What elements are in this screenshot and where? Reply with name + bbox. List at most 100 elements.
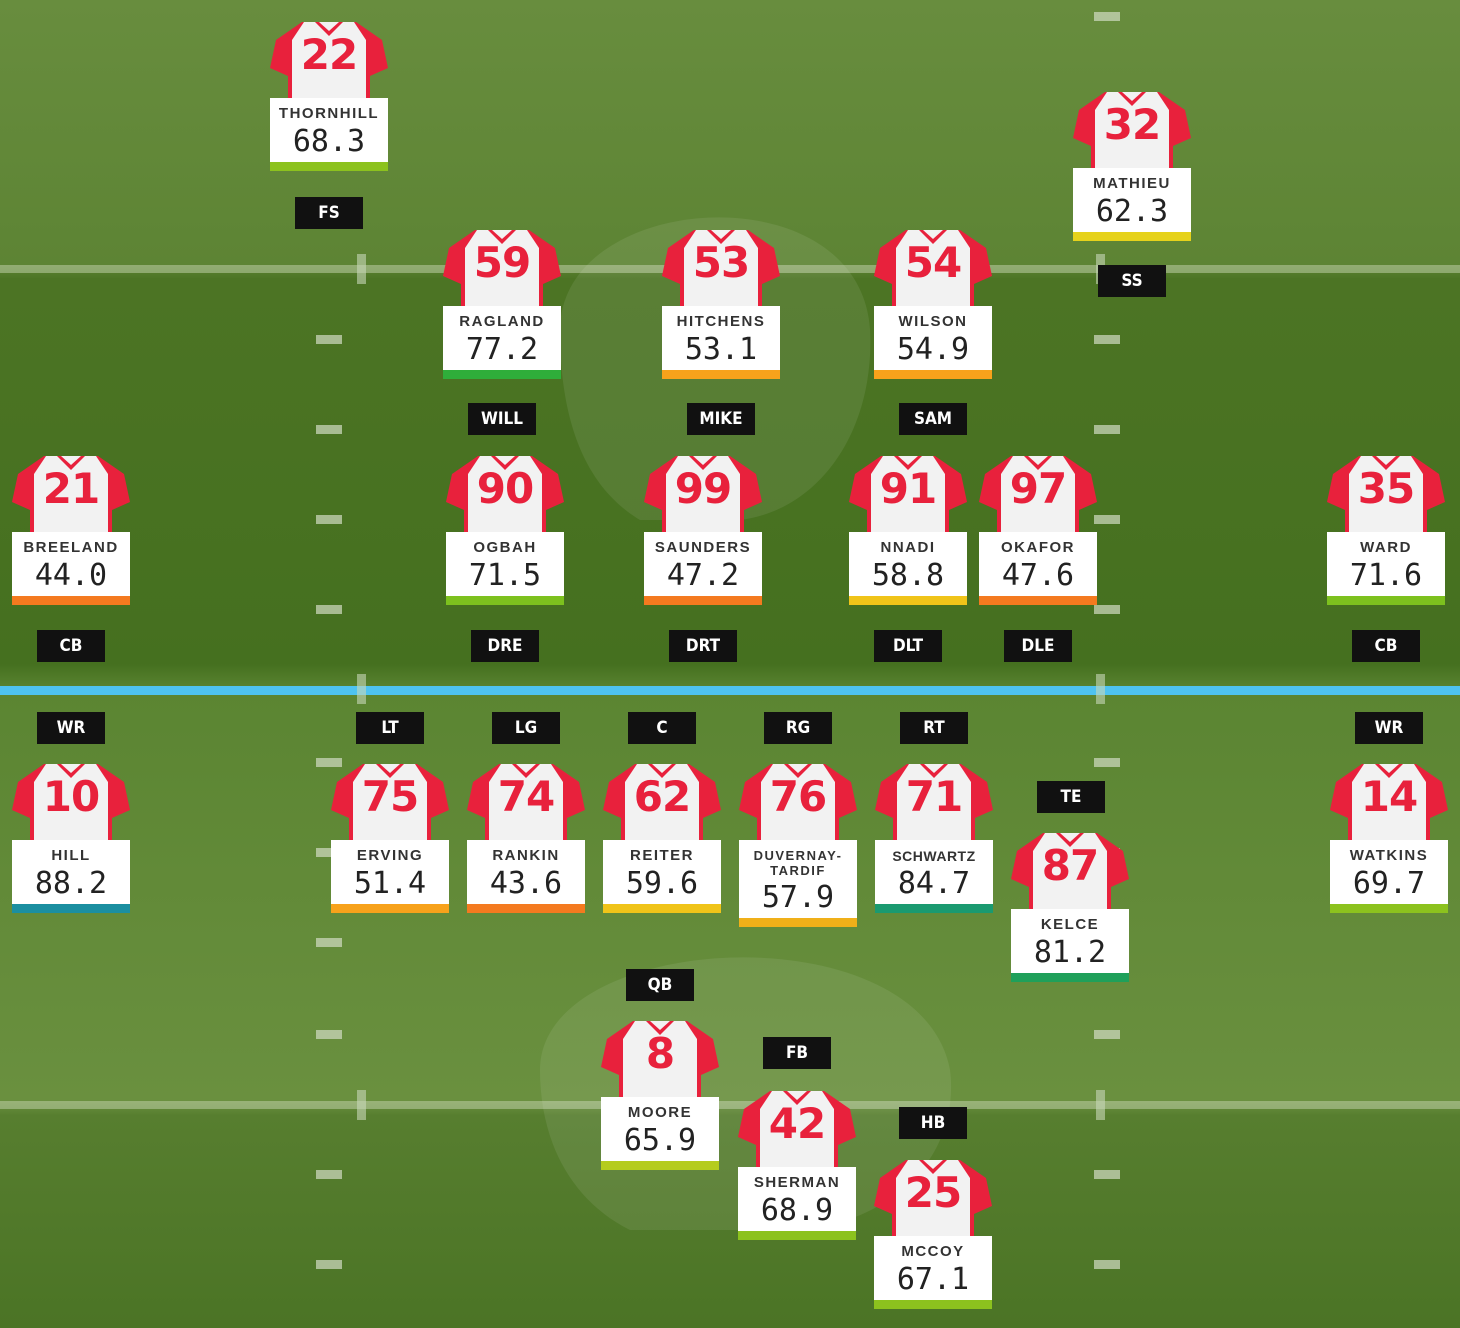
jersey-number: 87 <box>1041 841 1099 890</box>
player-kelce[interactable]: 87 KELCE 81.2 <box>1011 829 1129 982</box>
player-name: WATKINS <box>1349 847 1429 864</box>
player-name: HITCHENS <box>676 313 766 330</box>
player-hitchens[interactable]: 53 HITCHENS 53.1 <box>662 226 780 379</box>
grade-bar <box>467 904 585 913</box>
player-card: OGBAH 71.5 <box>446 532 564 596</box>
grade-bar <box>849 596 967 605</box>
player-grade: 71.6 <box>1349 558 1423 593</box>
jersey-number: 91 <box>879 464 937 513</box>
player-duvernay-tardif[interactable]: 76 DUVERNAY-TARDIF 57.9 <box>739 760 857 927</box>
jersey-icon: 53 <box>662 226 780 312</box>
jersey-number: 53 <box>692 238 750 287</box>
position-label: TE <box>1037 781 1105 813</box>
grade-bar <box>1330 904 1448 913</box>
hash-mark <box>316 848 342 857</box>
hash-mark <box>316 425 342 434</box>
player-grade: 71.5 <box>468 558 542 593</box>
jersey-number: 99 <box>674 464 732 513</box>
jersey-number: 54 <box>904 238 962 287</box>
position-label: HB <box>899 1107 967 1139</box>
jersey-number: 42 <box>768 1099 826 1148</box>
player-card: WATKINS 69.7 <box>1330 840 1448 904</box>
player-breeland[interactable]: 21 BREELAND 44.0 <box>12 452 130 605</box>
position-label: WR <box>37 712 105 744</box>
hash-mark <box>1094 335 1120 344</box>
player-sherman[interactable]: 42 SHERMAN 68.9 <box>738 1087 856 1240</box>
grade-bar <box>270 162 388 171</box>
jersey-number: 74 <box>497 772 555 821</box>
player-card: SHERMAN 68.9 <box>738 1167 856 1231</box>
grade-bar <box>603 904 721 913</box>
player-rankin[interactable]: 74 RANKIN 43.6 <box>467 760 585 913</box>
player-grade: 47.2 <box>666 558 740 593</box>
position-label: MIKE <box>687 403 755 435</box>
player-grade: 68.3 <box>292 124 366 159</box>
player-card: WARD 71.6 <box>1327 532 1445 596</box>
player-ward[interactable]: 35 WARD 71.6 <box>1327 452 1445 605</box>
hash-mark <box>316 1260 342 1269</box>
player-card: SCHWARTZ 84.7 <box>875 840 993 904</box>
yard-tick <box>1096 1090 1105 1120</box>
player-grade: 68.9 <box>760 1193 834 1228</box>
jersey-number: 10 <box>42 772 100 821</box>
grade-bar <box>1073 232 1191 241</box>
grade-bar <box>446 596 564 605</box>
position-label: SAM <box>899 403 967 435</box>
player-card: HITCHENS 53.1 <box>662 306 780 370</box>
hash-mark <box>316 605 342 614</box>
player-wilson[interactable]: 54 WILSON 54.9 <box>874 226 992 379</box>
player-grade: 84.7 <box>897 866 971 901</box>
player-name: BREELAND <box>23 539 119 556</box>
jersey-icon: 32 <box>1073 88 1191 174</box>
hash-mark <box>1094 605 1120 614</box>
player-grade: 58.8 <box>871 558 945 593</box>
hash-mark <box>1094 12 1120 21</box>
grade-bar <box>12 596 130 605</box>
player-nnadi[interactable]: 91 NNADI 58.8 <box>849 452 967 605</box>
player-card: HILL 88.2 <box>12 840 130 904</box>
player-mathieu[interactable]: 32 MATHIEU 62.3 <box>1073 88 1191 241</box>
player-ragland[interactable]: 59 RAGLAND 77.2 <box>443 226 561 379</box>
grade-bar <box>12 904 130 913</box>
grade-bar <box>644 596 762 605</box>
player-moore[interactable]: 8 MOORE 65.9 <box>601 1017 719 1170</box>
player-thornhill[interactable]: 22 THORNHILL 68.3 <box>270 18 388 171</box>
jersey-icon: 42 <box>738 1087 856 1173</box>
position-label: LG <box>492 712 560 744</box>
player-watkins[interactable]: 14 WATKINS 69.7 <box>1330 760 1448 913</box>
player-name: KELCE <box>1040 916 1100 933</box>
player-reiter[interactable]: 62 REITER 59.6 <box>603 760 721 913</box>
position-label: CB <box>1352 630 1420 662</box>
player-okafor[interactable]: 97 OKAFOR 47.6 <box>979 452 1097 605</box>
player-saunders[interactable]: 99 SAUNDERS 47.2 <box>644 452 762 605</box>
yard-tick <box>357 674 366 704</box>
grade-bar <box>662 370 780 379</box>
player-schwartz[interactable]: 71 SCHWARTZ 84.7 <box>875 760 993 913</box>
hash-mark <box>316 335 342 344</box>
hash-mark <box>316 515 342 524</box>
hash-mark <box>1094 758 1120 767</box>
player-name: REITER <box>629 847 694 864</box>
jersey-number: 32 <box>1103 100 1161 149</box>
hash-mark <box>1094 1170 1120 1179</box>
jersey-icon: 97 <box>979 452 1097 538</box>
player-grade: 65.9 <box>623 1123 697 1158</box>
jersey-number: 97 <box>1009 464 1067 513</box>
player-erving[interactable]: 75 ERVING 51.4 <box>331 760 449 913</box>
player-grade: 47.6 <box>1001 558 1075 593</box>
player-name: WARD <box>1360 539 1412 556</box>
player-card: ERVING 51.4 <box>331 840 449 904</box>
player-hill[interactable]: 10 HILL 88.2 <box>12 760 130 913</box>
grade-bar <box>874 370 992 379</box>
player-ogbah[interactable]: 90 OGBAH 71.5 <box>446 452 564 605</box>
player-grade: 51.4 <box>353 866 427 901</box>
player-card: RANKIN 43.6 <box>467 840 585 904</box>
player-grade: 69.7 <box>1352 866 1426 901</box>
grade-bar <box>875 904 993 913</box>
player-card: BREELAND 44.0 <box>12 532 130 596</box>
jersey-number: 8 <box>645 1029 675 1078</box>
player-grade: 43.6 <box>489 866 563 901</box>
jersey-number: 76 <box>769 772 827 821</box>
player-mccoy[interactable]: 25 MCCOY 67.1 <box>874 1156 992 1309</box>
